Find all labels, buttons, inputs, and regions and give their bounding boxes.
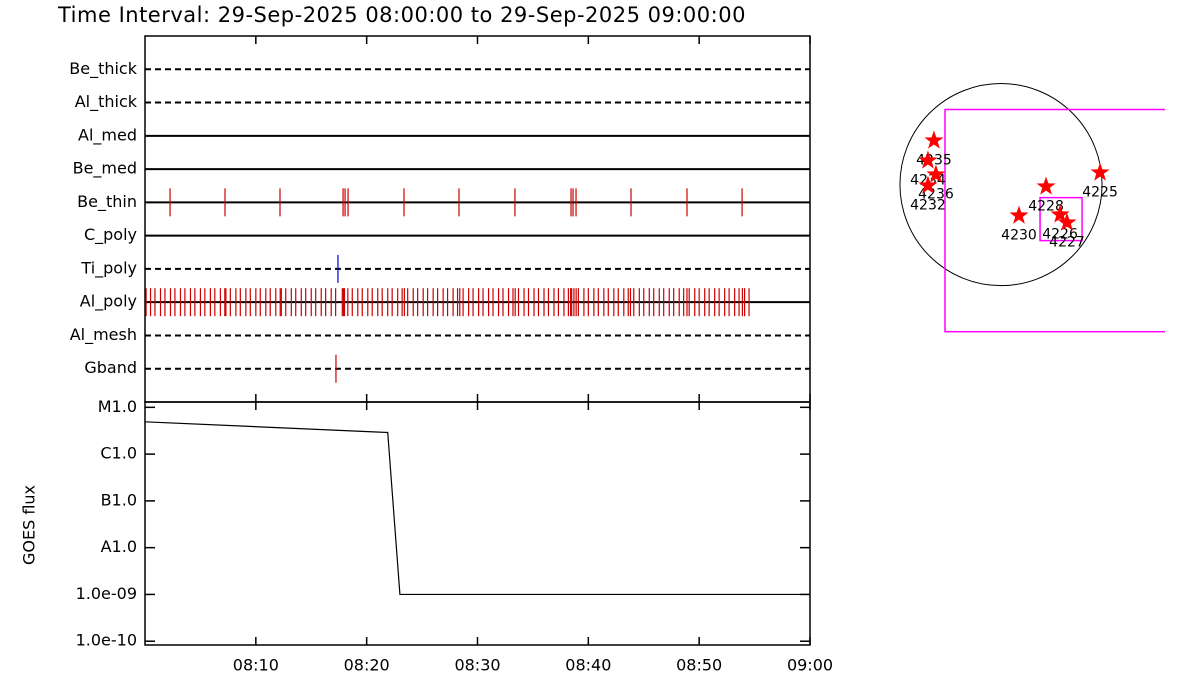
region-label: 4227 — [1049, 235, 1085, 251]
fov-box — [944, 108, 1165, 333]
y-tick-label: M1.0 — [98, 397, 137, 416]
region-marker — [918, 175, 938, 194]
chart-title: Time Interval: 29-Sep-2025 08:00:00 to 2… — [57, 3, 746, 27]
row-label: C_poly — [84, 225, 137, 245]
row-label: Be_med — [73, 159, 137, 179]
x-tick-label: 08:20 — [344, 656, 390, 675]
row-label: Be_thick — [69, 59, 137, 79]
region-marker — [926, 164, 946, 183]
y-tick-label: C1.0 — [100, 444, 137, 463]
region-label: 4236 — [918, 187, 954, 203]
y-axis-label: GOES flux — [20, 485, 39, 565]
row-label: Al_med — [78, 125, 137, 145]
region-marker — [1057, 212, 1077, 231]
y-tick-label: B1.0 — [101, 490, 137, 509]
x-tick-label: 08:50 — [676, 656, 722, 675]
y-tick-label: A1.0 — [101, 537, 137, 556]
region-marker — [918, 150, 938, 169]
region-label: 4232 — [910, 198, 946, 214]
region-label: 4226 — [1042, 227, 1078, 243]
row-label: Be_thin — [77, 192, 137, 212]
y-tick-label: 1.0e-09 — [76, 584, 137, 603]
region-label: 4235 — [916, 153, 952, 169]
x-tick-label: 08:30 — [454, 656, 500, 675]
region-label: 4225 — [1082, 185, 1118, 201]
region-label: 4230 — [1001, 228, 1037, 244]
x-tick-label: 08:10 — [233, 656, 279, 675]
raster-frame — [144, 35, 811, 403]
goes-line — [144, 421, 810, 596]
x-tick-label: 09:00 — [787, 656, 833, 675]
y-tick-label: 1.0e-10 — [76, 631, 137, 650]
region-marker — [1050, 204, 1070, 223]
row-label: Al_mesh — [70, 325, 137, 345]
fov-box — [1039, 196, 1083, 242]
solar-limb — [899, 83, 1103, 287]
region-marker — [924, 130, 944, 149]
x-tick-label: 08:40 — [565, 656, 611, 675]
row-label: Al_poly — [80, 292, 137, 312]
row-label: Al_thick — [75, 92, 138, 112]
region-marker — [1009, 205, 1029, 224]
goes-frame — [144, 401, 811, 646]
row-label: Gband — [84, 358, 137, 377]
region-marker — [1036, 176, 1056, 195]
region-label: 4228 — [1028, 199, 1064, 215]
row-label: Ti_poly — [80, 258, 137, 278]
region-marker — [1090, 162, 1110, 181]
solar-map: 423542344236423242254228423042264227 — [899, 83, 1165, 333]
